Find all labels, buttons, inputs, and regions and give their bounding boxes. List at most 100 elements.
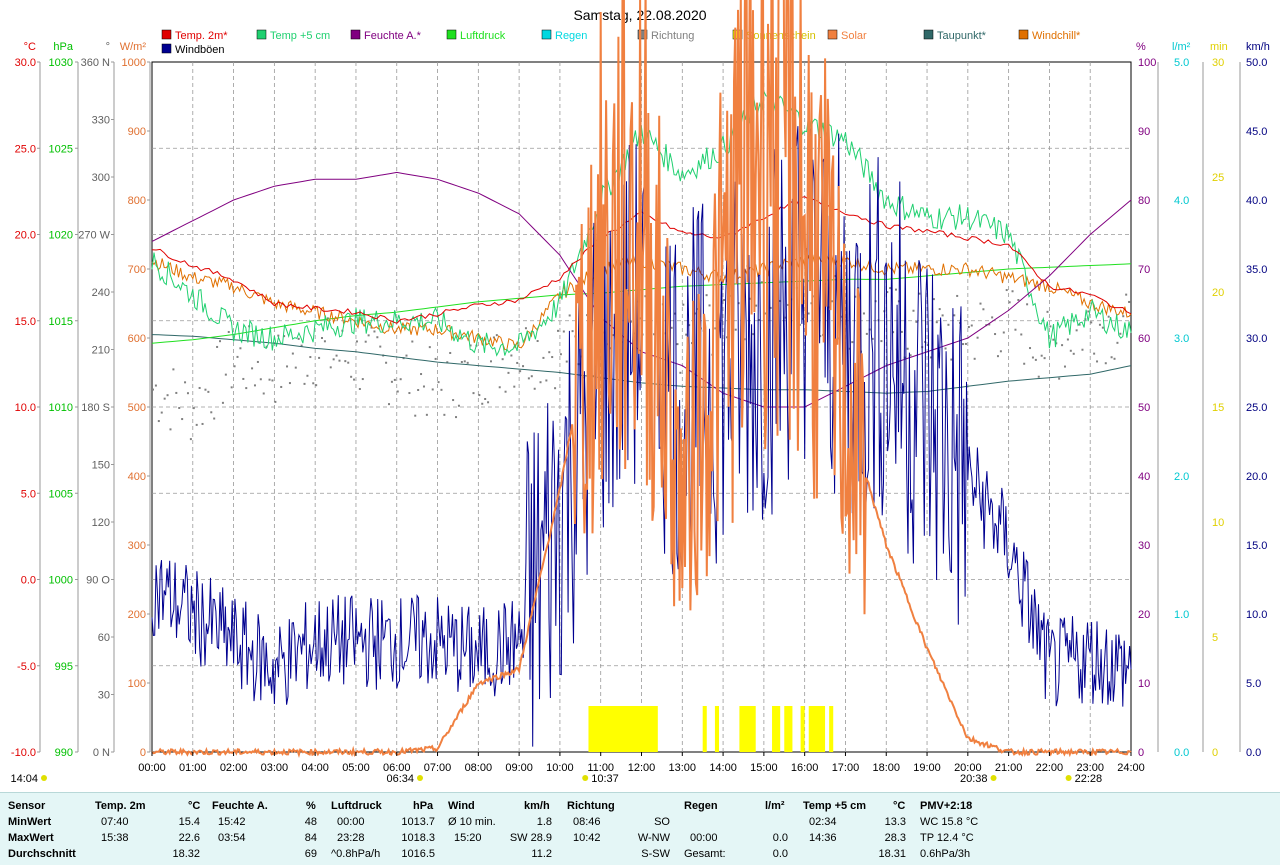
plot-area bbox=[151, 0, 1132, 759]
direction-point bbox=[1020, 333, 1023, 336]
legend-swatch bbox=[923, 29, 934, 40]
direction-point bbox=[1093, 352, 1096, 355]
x-tick-label: 03:00 bbox=[261, 762, 289, 774]
direction-point bbox=[522, 365, 525, 368]
direction-point bbox=[516, 361, 519, 364]
direction-point bbox=[434, 357, 437, 360]
sunshine-bar bbox=[829, 706, 834, 752]
direction-point bbox=[163, 397, 166, 400]
temp2m-max: 22.6 bbox=[178, 832, 200, 844]
sunshine-bar bbox=[772, 706, 781, 752]
legend-swatch bbox=[827, 29, 838, 40]
axis-unit: % bbox=[1136, 41, 1146, 53]
direction-point bbox=[332, 358, 335, 361]
direction-point bbox=[973, 357, 976, 360]
axis-tick-label: 20.0 bbox=[1246, 471, 1267, 483]
direction-point bbox=[976, 336, 979, 339]
legend-label: Richtung bbox=[651, 30, 694, 42]
legend-label: Sonnenschein bbox=[746, 30, 816, 42]
direction-point bbox=[947, 323, 950, 326]
sunrise-icon bbox=[417, 775, 424, 781]
feuchte-max: 84 bbox=[304, 832, 317, 844]
direction-point bbox=[399, 378, 402, 381]
x-tick-label: 04:00 bbox=[301, 762, 329, 774]
direction-point bbox=[609, 347, 612, 350]
axis-tick-label: 1000 bbox=[49, 575, 73, 587]
direction-point bbox=[251, 367, 254, 370]
direction-point bbox=[1063, 365, 1066, 368]
axis-tick-label: 30 bbox=[1138, 540, 1150, 552]
series-line-solar bbox=[151, 0, 1132, 759]
direction-point bbox=[938, 308, 941, 311]
direction-point bbox=[306, 374, 309, 377]
direction-point bbox=[376, 336, 379, 339]
axis-tick-label: 100 bbox=[128, 678, 146, 690]
axis-tick-label: 0 bbox=[1212, 747, 1218, 759]
direction-point bbox=[186, 392, 189, 395]
direction-point bbox=[752, 333, 755, 336]
direction-point bbox=[673, 312, 676, 315]
temp2m-header: Temp. 2m bbox=[95, 800, 146, 812]
direction-point bbox=[160, 411, 163, 414]
direction-point bbox=[350, 375, 353, 378]
direction-point bbox=[449, 351, 452, 354]
luftdruck-max-time: 23:28 bbox=[337, 832, 365, 844]
x-tick-label: 08:00 bbox=[465, 762, 493, 774]
luftdruck-min: 1013.7 bbox=[401, 816, 435, 828]
direction-point bbox=[175, 391, 178, 394]
direction-point bbox=[536, 339, 539, 342]
direction-point bbox=[253, 384, 256, 387]
direction-point bbox=[192, 407, 195, 410]
axis-tick-label: 1.0 bbox=[1174, 609, 1189, 621]
x-tick-label: 14:00 bbox=[709, 762, 737, 774]
legend-label: Solar bbox=[841, 30, 867, 42]
solar-noon-label: 10:37 bbox=[591, 773, 619, 785]
direction-point bbox=[918, 292, 921, 295]
x-tick-label: 06:00 bbox=[383, 762, 411, 774]
direction-point bbox=[478, 394, 481, 397]
direction-point bbox=[495, 334, 498, 337]
direction-point bbox=[833, 275, 836, 278]
weather-chart: Samstag, 22.08.2020 Temp. 2m* Temp +5 cm F… bbox=[10, 0, 1270, 785]
direction-point bbox=[213, 417, 216, 420]
direction-point bbox=[760, 281, 763, 284]
legend-swatch bbox=[637, 29, 648, 40]
direction-point bbox=[236, 355, 239, 358]
x-axis: 00:00 01:00 02:00 03:00 04:00 05:00 06:00 07:00… bbox=[138, 752, 1145, 774]
legend-label: Luftdruck bbox=[460, 30, 506, 42]
temp2m-avg: 18.32 bbox=[172, 848, 200, 860]
direction-point bbox=[915, 320, 918, 323]
direction-point bbox=[227, 330, 230, 333]
temp2m-min-time: 07:40 bbox=[101, 816, 129, 828]
direction-point bbox=[1008, 301, 1011, 304]
direction-point bbox=[964, 342, 967, 345]
temp2m-unit: °C bbox=[188, 800, 201, 812]
summary-table: Sensor MinWert MaxWert Durchschnitt Temp… bbox=[0, 792, 1280, 865]
direction-point bbox=[297, 337, 300, 340]
direction-point bbox=[953, 314, 956, 317]
direction-point bbox=[967, 326, 970, 329]
feuchte-min: 48 bbox=[304, 816, 317, 828]
feuchte-min-time: 15:42 bbox=[218, 816, 246, 828]
direction-point bbox=[994, 333, 997, 336]
direction-point bbox=[245, 387, 248, 390]
richtung-header: Richtung bbox=[567, 800, 615, 812]
direction-point bbox=[1098, 323, 1101, 326]
row-label-sensor: Sensor bbox=[8, 800, 46, 812]
feuchte-header: Feuchte A. bbox=[212, 800, 268, 812]
direction-point bbox=[1113, 357, 1116, 360]
direction-point bbox=[982, 308, 985, 311]
direction-point bbox=[219, 340, 222, 343]
axis-tick-label: 1020 bbox=[49, 230, 73, 242]
axis-tick-label: 40.0 bbox=[1246, 195, 1267, 207]
feuchte-max-time: 03:54 bbox=[218, 832, 246, 844]
direction-point bbox=[405, 354, 408, 357]
direction-point bbox=[714, 327, 717, 330]
direction-point bbox=[723, 298, 726, 301]
axis-tick-label: 4.0 bbox=[1174, 195, 1189, 207]
temp5-min-time: 02:34 bbox=[809, 816, 837, 828]
axis-tick-label: 330 bbox=[92, 115, 110, 127]
axis-tick-label: 30.0 bbox=[15, 57, 36, 69]
direction-point bbox=[909, 354, 912, 357]
luftdruck-trend: ^0.8hPa/h bbox=[331, 848, 381, 860]
